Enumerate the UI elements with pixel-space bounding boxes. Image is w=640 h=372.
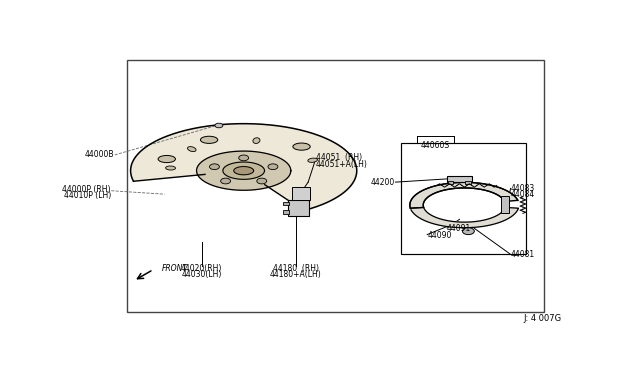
- Circle shape: [463, 228, 474, 235]
- Text: 44010P (LH): 44010P (LH): [63, 191, 111, 200]
- Text: 44051  (RH): 44051 (RH): [316, 153, 362, 162]
- Bar: [127, 60, 544, 312]
- Bar: [283, 202, 289, 205]
- Text: 44030(LH): 44030(LH): [181, 270, 221, 279]
- Text: 44180+A(LH): 44180+A(LH): [270, 270, 322, 279]
- Ellipse shape: [158, 155, 175, 163]
- Bar: [292, 187, 310, 200]
- Circle shape: [215, 123, 223, 128]
- Polygon shape: [223, 162, 264, 179]
- Bar: [283, 211, 289, 214]
- Bar: [447, 181, 454, 184]
- Ellipse shape: [200, 136, 218, 144]
- Text: 44083: 44083: [511, 184, 535, 193]
- Text: 44081: 44081: [511, 250, 534, 259]
- Ellipse shape: [293, 143, 310, 150]
- Circle shape: [221, 178, 230, 184]
- Text: J: 4 007G: J: 4 007G: [523, 314, 561, 323]
- Bar: [288, 200, 308, 216]
- Bar: [447, 176, 472, 182]
- Ellipse shape: [308, 158, 317, 162]
- Text: 44060S: 44060S: [421, 141, 450, 150]
- Circle shape: [209, 164, 220, 170]
- Ellipse shape: [253, 138, 260, 144]
- Ellipse shape: [166, 166, 175, 170]
- Text: 44180  (RH): 44180 (RH): [273, 264, 319, 273]
- Text: 44090: 44090: [428, 231, 452, 240]
- Bar: [501, 196, 509, 213]
- Text: 44051+A(LH): 44051+A(LH): [316, 160, 367, 169]
- Bar: [465, 181, 471, 184]
- Polygon shape: [234, 167, 253, 175]
- Text: 44084: 44084: [511, 190, 535, 199]
- Text: 44020(RH): 44020(RH): [181, 264, 222, 273]
- Circle shape: [257, 178, 267, 184]
- Polygon shape: [410, 182, 518, 208]
- Ellipse shape: [188, 147, 196, 151]
- Bar: [401, 144, 526, 254]
- Text: FRONT: FRONT: [162, 264, 188, 273]
- Text: 44000B: 44000B: [84, 150, 114, 160]
- Circle shape: [239, 155, 249, 161]
- Text: 44200: 44200: [371, 178, 395, 187]
- Circle shape: [268, 164, 278, 170]
- Text: 44000P (RH): 44000P (RH): [62, 185, 111, 194]
- Polygon shape: [196, 151, 291, 190]
- Polygon shape: [131, 124, 356, 211]
- Text: 44091: 44091: [447, 224, 471, 233]
- Polygon shape: [411, 208, 518, 228]
